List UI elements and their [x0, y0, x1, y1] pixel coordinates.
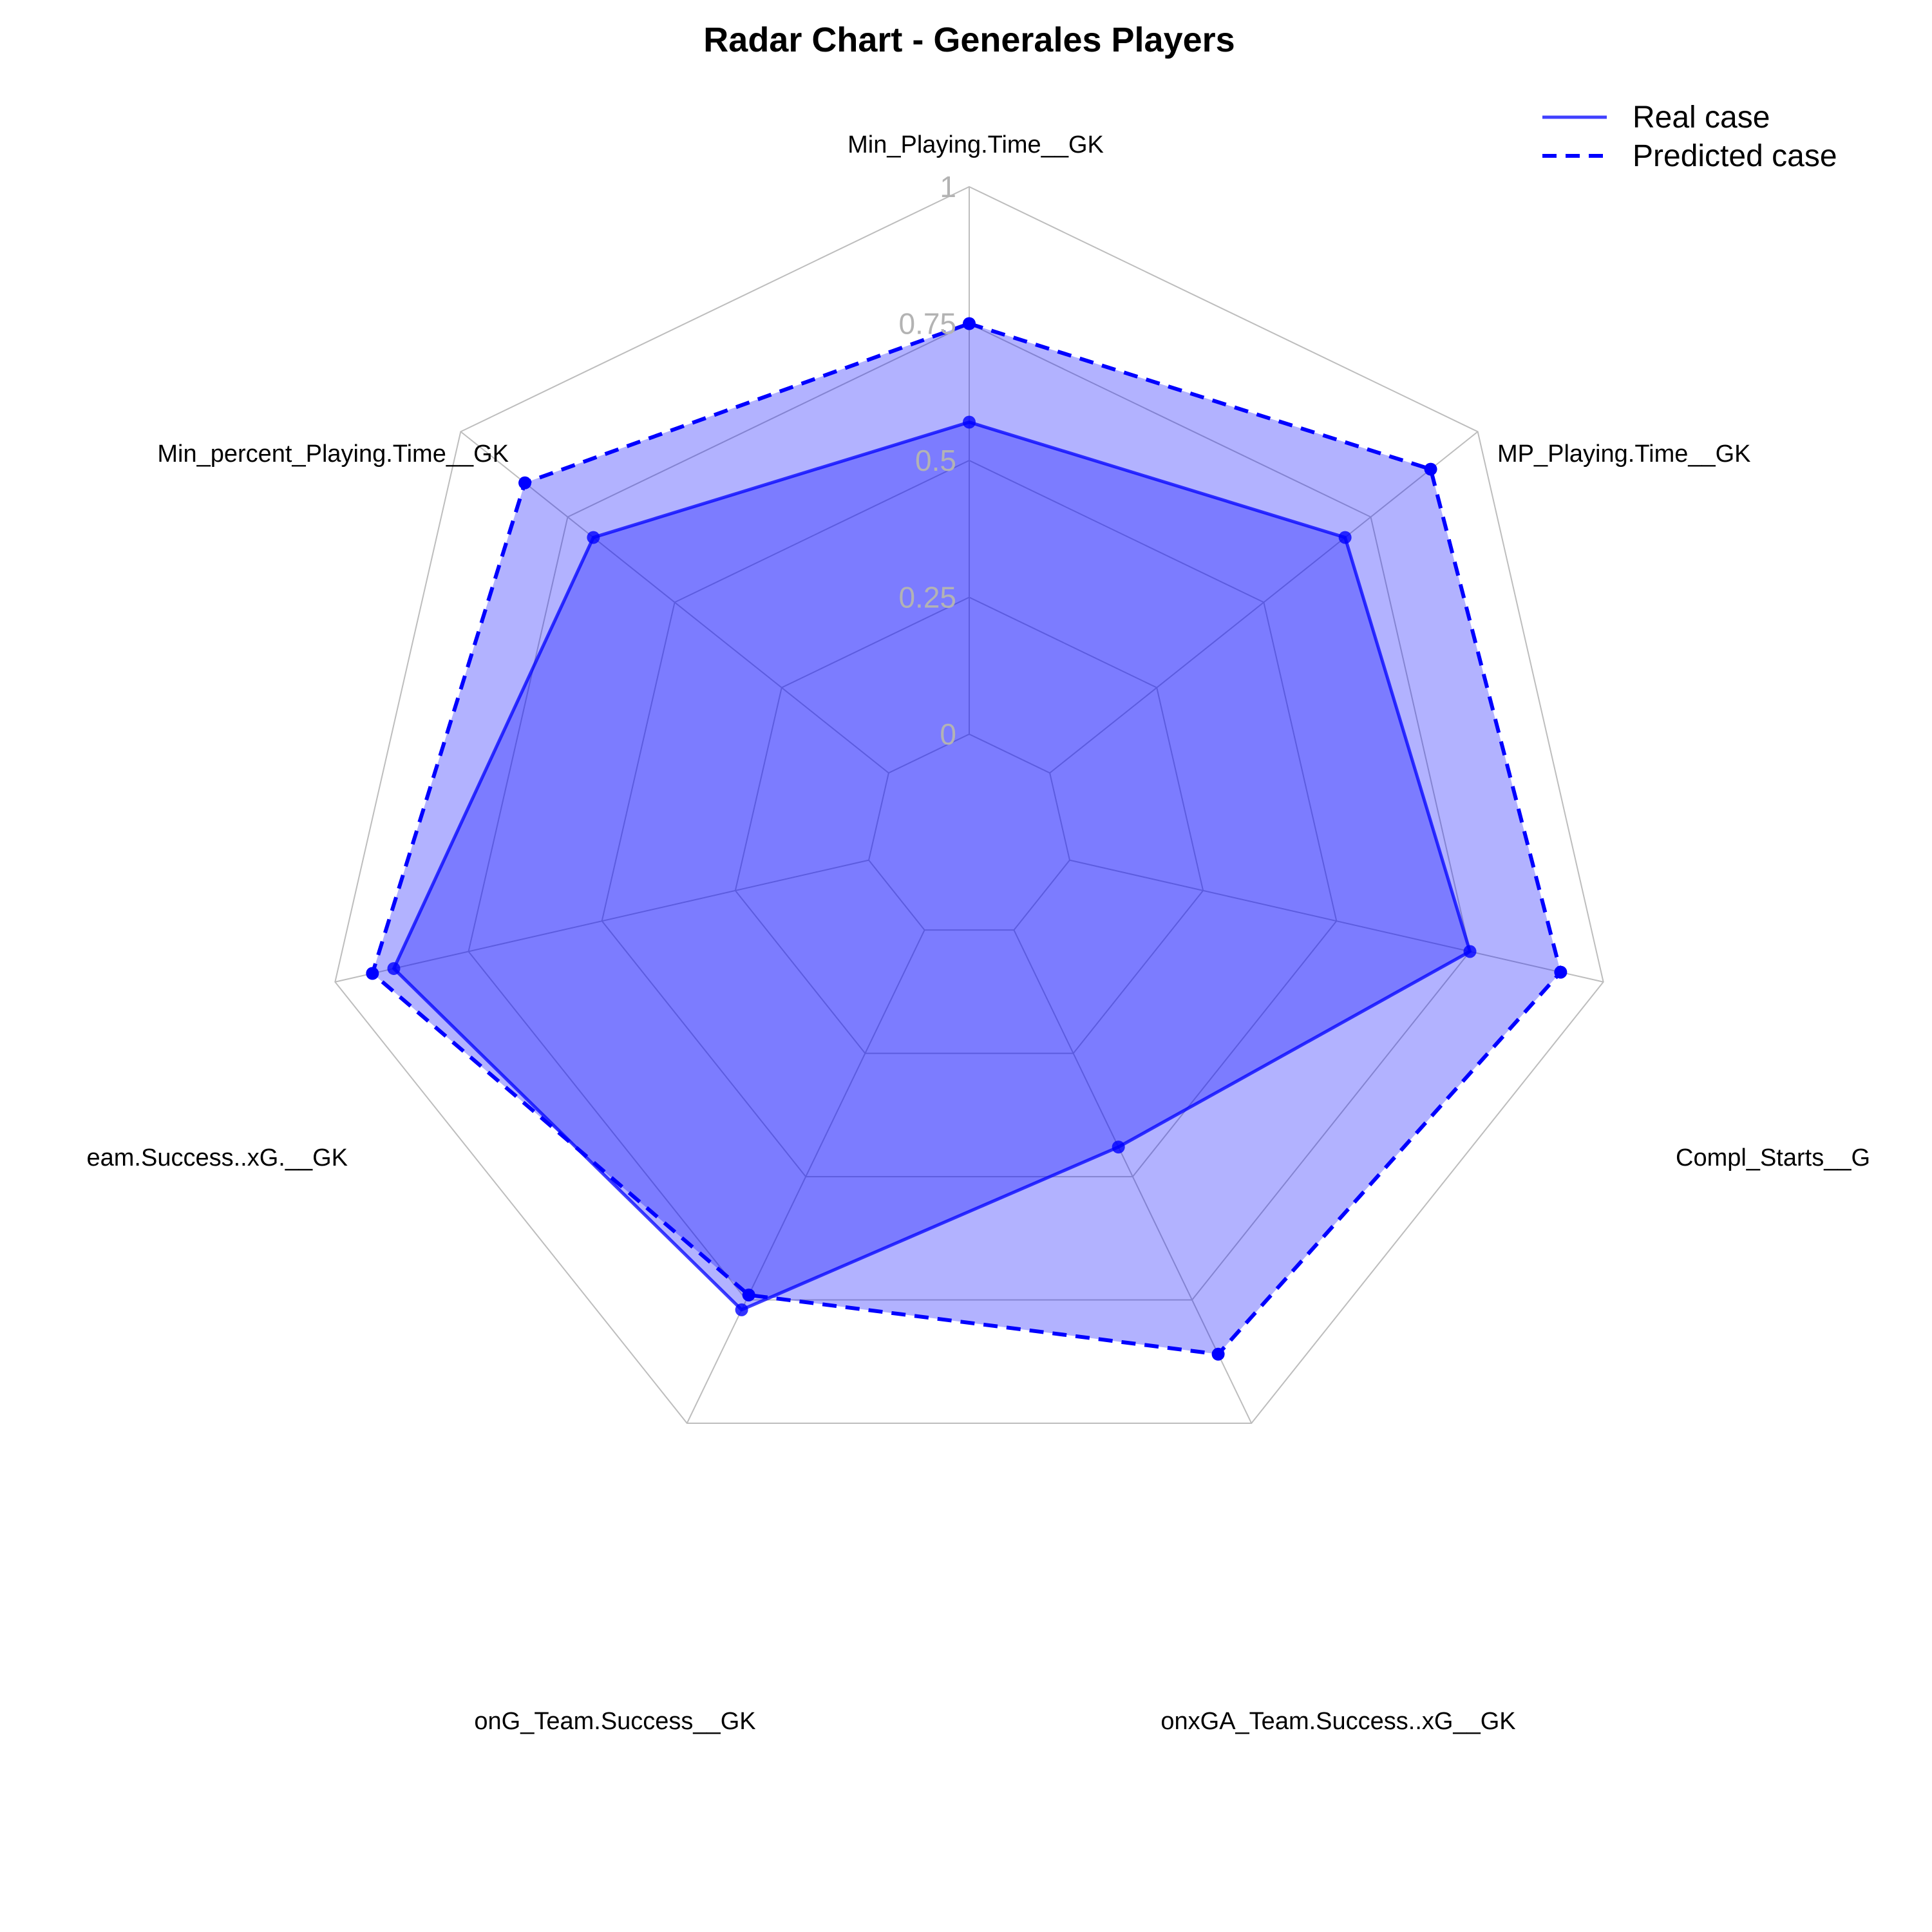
series-point-1-5 — [366, 967, 379, 980]
chart-title: Radar Chart - Generales Players — [703, 21, 1235, 59]
legend: Real case Predicted case — [1542, 100, 1837, 173]
grid-spoke-6 — [460, 431, 889, 774]
legend-label-predicted: Predicted case — [1633, 139, 1837, 173]
series-point-0-4 — [735, 1303, 748, 1316]
series-point-0-5 — [387, 961, 401, 975]
series-area-1 — [372, 323, 1561, 1354]
axis-label-4: onG_Team.Success__GK — [474, 1708, 755, 1735]
series-point-0-1 — [1338, 531, 1352, 544]
series-line-1 — [370, 321, 1563, 1356]
grid-spoke-1 — [1049, 431, 1479, 774]
axis-label-2: Compl_Starts__G — [1676, 1144, 1870, 1171]
grid-spoke-4 — [686, 929, 925, 1424]
grid-ring-2 — [601, 459, 1338, 1178]
series-point-1-1 — [1424, 462, 1437, 476]
series-point-1-0 — [963, 317, 976, 330]
grid-ring-1 — [734, 596, 1204, 1054]
radar-grid — [334, 185, 1604, 1424]
series-point-1-4 — [742, 1288, 755, 1302]
tick-labels: 0 0.25 0.5 0.75 1 — [898, 170, 956, 751]
axis-label-5: eam.Success..xG.__GK — [87, 1144, 348, 1171]
axis-label-3: onxGA_Team.Success..xG__GK — [1160, 1708, 1515, 1735]
series-point-1-6 — [518, 476, 532, 489]
grid-spoke-2 — [1069, 859, 1604, 983]
tick-label-3: 0.75 — [898, 307, 956, 341]
series-point-0-6 — [587, 531, 600, 544]
axis-label-6: Min_percent_Playing.Time__GK — [157, 440, 509, 468]
grid-spoke-5 — [335, 859, 869, 983]
grid-ring-4 — [334, 185, 1604, 1424]
tick-label-1: 0.25 — [898, 581, 956, 614]
axis-label-0: Min_Playing.Time__GK — [848, 131, 1104, 158]
axis-labels: Min_Playing.Time__GK MP_Playing.Time__GK C… — [87, 131, 1871, 1735]
tick-label-0: 0 — [940, 717, 956, 751]
tick-label-4: 1 — [940, 170, 956, 204]
grid-spoke-3 — [1013, 929, 1253, 1424]
series-line-0 — [392, 421, 1472, 1312]
series-point-1-2 — [1554, 965, 1567, 979]
tick-label-2: 0.5 — [915, 444, 956, 477]
series-layer — [366, 317, 1567, 1361]
series-point-0-2 — [1463, 945, 1477, 958]
grid-ring-3 — [468, 323, 1471, 1301]
series-point-1-3 — [1211, 1347, 1225, 1361]
series-point-0-3 — [1112, 1141, 1125, 1154]
series-area-0 — [393, 422, 1470, 1310]
axis-label-1: MP_Playing.Time__GK — [1497, 440, 1751, 468]
grid-ring-0 — [867, 733, 1071, 931]
legend-label-real: Real case — [1633, 100, 1770, 135]
series-point-0-0 — [963, 415, 976, 429]
